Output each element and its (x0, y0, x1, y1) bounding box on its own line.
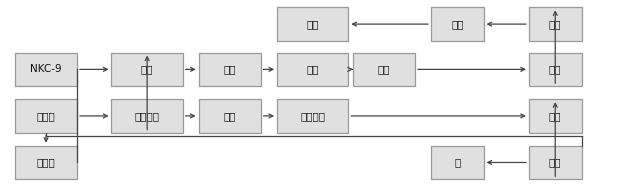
Text: 水洗: 水洗 (378, 64, 391, 74)
Text: 热滤: 热滤 (451, 19, 464, 29)
Bar (431, 146, 483, 179)
Text: 过滤: 过滤 (141, 64, 153, 74)
Text: 精制: 精制 (549, 19, 561, 29)
Text: NKC-9: NKC-9 (31, 64, 62, 74)
Text: 醇水分离: 醇水分离 (300, 111, 325, 121)
Bar (277, 7, 348, 41)
Text: 分离: 分离 (307, 64, 319, 74)
Bar (529, 7, 582, 41)
Bar (112, 53, 183, 86)
Bar (15, 99, 77, 133)
Bar (199, 53, 260, 86)
Text: 水: 水 (454, 157, 460, 167)
Text: 醇水: 醇水 (549, 111, 561, 121)
Text: 中和: 中和 (224, 64, 236, 74)
Text: 柠檬酸: 柠檬酸 (37, 111, 55, 121)
Bar (15, 146, 77, 179)
Text: 蚸馏: 蚸馏 (549, 157, 561, 167)
Bar (277, 99, 348, 133)
Text: 正丁醒: 正丁醒 (37, 157, 55, 167)
Bar (353, 53, 415, 86)
Text: 脱醇: 脱醇 (549, 64, 561, 74)
Bar (277, 53, 348, 86)
Bar (529, 146, 582, 179)
Bar (431, 7, 483, 41)
Text: 酯化反应: 酯化反应 (135, 111, 159, 121)
Bar (15, 53, 77, 86)
Bar (529, 99, 582, 133)
Bar (199, 99, 260, 133)
Bar (529, 53, 582, 86)
Text: 成品: 成品 (307, 19, 319, 29)
Bar (112, 99, 183, 133)
Text: 冷凝: 冷凝 (224, 111, 236, 121)
